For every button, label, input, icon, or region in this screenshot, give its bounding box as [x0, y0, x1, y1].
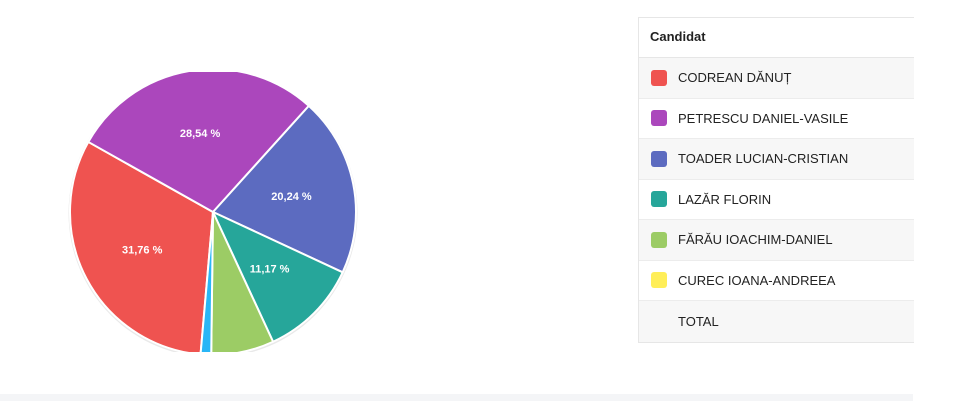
total-label: TOTAL: [678, 313, 719, 329]
pie-slice-label: 31,76 %: [122, 244, 163, 256]
candidate-row[interactable]: CODREAN DĂNUȚ: [639, 58, 914, 99]
candidate-name: CUREC IOANA-ANDREEA: [678, 272, 836, 288]
candidate-color-swatch: [651, 110, 667, 127]
pie-slice-label: 11,17 %: [250, 264, 290, 276]
pie-chart: 31,76 % 28,54 % 20,24 % 11,17 %: [58, 72, 368, 352]
candidate-color-swatch: [651, 150, 667, 167]
candidate-color-swatch: [651, 69, 667, 86]
candidate-color-swatch: [651, 191, 667, 208]
candidate-table: Candidat CODREAN DĂNUȚ PETRESCU DANIEL-V…: [638, 17, 914, 343]
pie-slice[interactable]: [212, 104, 357, 274]
candidate-row[interactable]: PETRESCU DANIEL-VASILE: [639, 98, 914, 139]
pie-slice[interactable]: [69, 140, 214, 352]
pie-slice-label: 28,54 %: [180, 128, 221, 140]
pie-slice[interactable]: [87, 72, 310, 213]
candidate-row[interactable]: LAZĂR FLORIN: [639, 179, 914, 220]
pie-slice-label: 20,24 %: [271, 191, 312, 203]
total-swatch-placeholder: [651, 313, 667, 329]
candidate-name: LAZĂR FLORIN: [678, 191, 772, 207]
candidate-name: FĂRĂU IOACHIM-DANIEL: [678, 232, 833, 248]
candidate-row[interactable]: CUREC IOANA-ANDREEA: [639, 260, 914, 301]
total-row: TOTAL: [639, 301, 914, 342]
bottom-divider: [0, 394, 913, 401]
candidate-column-header: Candidat: [639, 18, 914, 58]
pie-slice[interactable]: [210, 211, 275, 352]
candidate-name: PETRESCU DANIEL-VASILE: [678, 110, 849, 126]
pie-chart-svg: 31,76 % 28,54 % 20,24 % 11,17 %: [68, 72, 358, 352]
candidate-name: TOADER LUCIAN-CRISTIAN: [678, 151, 849, 167]
pie-slice[interactable]: [212, 211, 344, 343]
candidate-row[interactable]: FĂRĂU IOACHIM-DANIEL: [639, 220, 914, 261]
pie-slice[interactable]: [199, 211, 214, 352]
candidate-name: CODREAN DĂNUȚ: [678, 70, 792, 86]
candidate-row[interactable]: TOADER LUCIAN-CRISTIAN: [639, 139, 914, 180]
candidate-color-swatch: [651, 272, 667, 289]
candidate-color-swatch: [651, 231, 667, 248]
